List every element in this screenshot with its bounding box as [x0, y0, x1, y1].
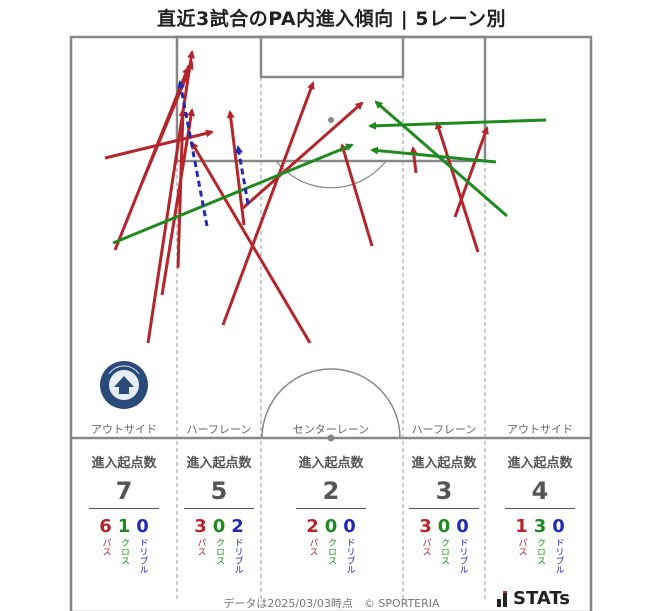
- pass-label: パス: [307, 538, 318, 556]
- cross-count: 1: [117, 516, 131, 537]
- stat-header: 進入起点数: [186, 456, 252, 471]
- dribble-label: ドリブル: [457, 538, 468, 574]
- pass-count: 1: [515, 516, 528, 537]
- pass-label: パス: [195, 538, 206, 556]
- pass-arrow: [160, 108, 195, 296]
- cross-count: 3: [533, 516, 547, 537]
- center-circle: [261, 368, 401, 439]
- pass-arrow: [226, 110, 246, 226]
- entry-total: 3: [435, 477, 453, 505]
- cross-count: 0: [212, 516, 226, 537]
- dribble-count: 0: [136, 516, 149, 537]
- pass-arrow: [176, 108, 187, 269]
- stat-header: 進入起点数: [507, 456, 573, 471]
- lane-stats-half-right: 進入起点数 3 3 パス 0 クロス 0 ドリブル: [394, 452, 494, 574]
- penalty-area: [175, 35, 487, 163]
- pass-arrow: [104, 129, 214, 160]
- brand-logo: STATs: [497, 588, 570, 609]
- cross-count: 0: [437, 516, 451, 537]
- entry-total: 4: [531, 477, 549, 505]
- entry-total: 5: [210, 477, 228, 505]
- pass-arrow: [453, 126, 489, 218]
- dribble-label: ドリブル: [137, 538, 148, 574]
- footer-credit: データは2025/03/03時点 © SPORTERIA: [223, 597, 440, 610]
- pass-count: 2: [306, 516, 319, 537]
- stats-logo-icon: [497, 590, 507, 607]
- goal-area: [259, 35, 405, 79]
- cross-arrow: [368, 118, 547, 130]
- center-spot: [327, 434, 335, 442]
- dribble-count: 2: [231, 516, 244, 537]
- penalty-spot: [328, 117, 334, 123]
- lane-stats-half-left: 進入起点数 5 3 パス 0 クロス 2 ドリブル: [169, 452, 269, 574]
- cross-arrow: [374, 100, 508, 218]
- cross-label: クロス: [119, 538, 129, 565]
- dribble-count: 0: [552, 516, 565, 537]
- cross-label: クロス: [535, 538, 545, 565]
- lane-stats-center: 進入起点数 2 2 パス 0 クロス 0 ドリブル: [281, 452, 381, 574]
- stat-header: 進入起点数: [411, 456, 477, 471]
- pass-arrow: [435, 121, 480, 253]
- pass-arrow: [221, 81, 315, 326]
- cross-label: クロス: [326, 538, 336, 565]
- entry-total: 2: [322, 477, 340, 505]
- cross-arrow: [112, 143, 354, 245]
- dribble-label: ドリブル: [553, 538, 564, 574]
- pass-count: 3: [194, 516, 207, 537]
- dribble-count: 0: [456, 516, 469, 537]
- stat-header: 進入起点数: [91, 456, 157, 471]
- pass-label: パス: [516, 538, 527, 556]
- brand-name: STATs: [513, 588, 570, 609]
- dribble-count: 0: [343, 516, 356, 537]
- cross-arrows: [112, 100, 547, 245]
- entry-total: 7: [115, 477, 133, 505]
- dribble-label: ドリブル: [232, 538, 243, 574]
- cross-arrow: [370, 146, 497, 164]
- dribble-label: ドリブル: [344, 538, 355, 574]
- pass-arrow: [190, 141, 312, 344]
- lane-label-outside-left: アウトサイド: [91, 423, 157, 436]
- club-crest-icon: [100, 361, 148, 409]
- pass-arrow: [242, 101, 364, 210]
- stat-header: 進入起点数: [298, 456, 364, 471]
- dribble-arrow: [177, 80, 209, 227]
- lane-label-half-right: ハーフレーン: [411, 423, 477, 436]
- dribble-arrows: [177, 80, 250, 227]
- lane-stats-outside-right: 進入起点数 4 1 パス 3 クロス 0 ドリブル: [490, 452, 590, 574]
- pass-count: 3: [419, 516, 432, 537]
- cross-label: クロス: [214, 538, 224, 565]
- lane-label-half-left: ハーフレーン: [186, 423, 252, 436]
- pass-label: パス: [420, 538, 431, 556]
- pass-arrow: [409, 146, 418, 174]
- pass-arrows: [104, 50, 489, 344]
- pass-arrow: [339, 143, 374, 247]
- pass-label: パス: [100, 538, 111, 556]
- cross-label: クロス: [439, 538, 449, 565]
- cross-count: 0: [324, 516, 338, 537]
- lane-label-center: センターレーン: [292, 423, 370, 436]
- pass-count: 6: [99, 516, 112, 537]
- chart-title: 直近3試合のPA内進入傾向 | 5レーン別: [156, 8, 507, 30]
- lane-stats-outside-left: 進入起点数 7 6 パス 1 クロス 0 ドリブル: [74, 452, 174, 574]
- lane-dividers: [176, 77, 486, 600]
- pass-arrow: [146, 50, 196, 344]
- lane-label-outside-right: アウトサイド: [507, 423, 573, 436]
